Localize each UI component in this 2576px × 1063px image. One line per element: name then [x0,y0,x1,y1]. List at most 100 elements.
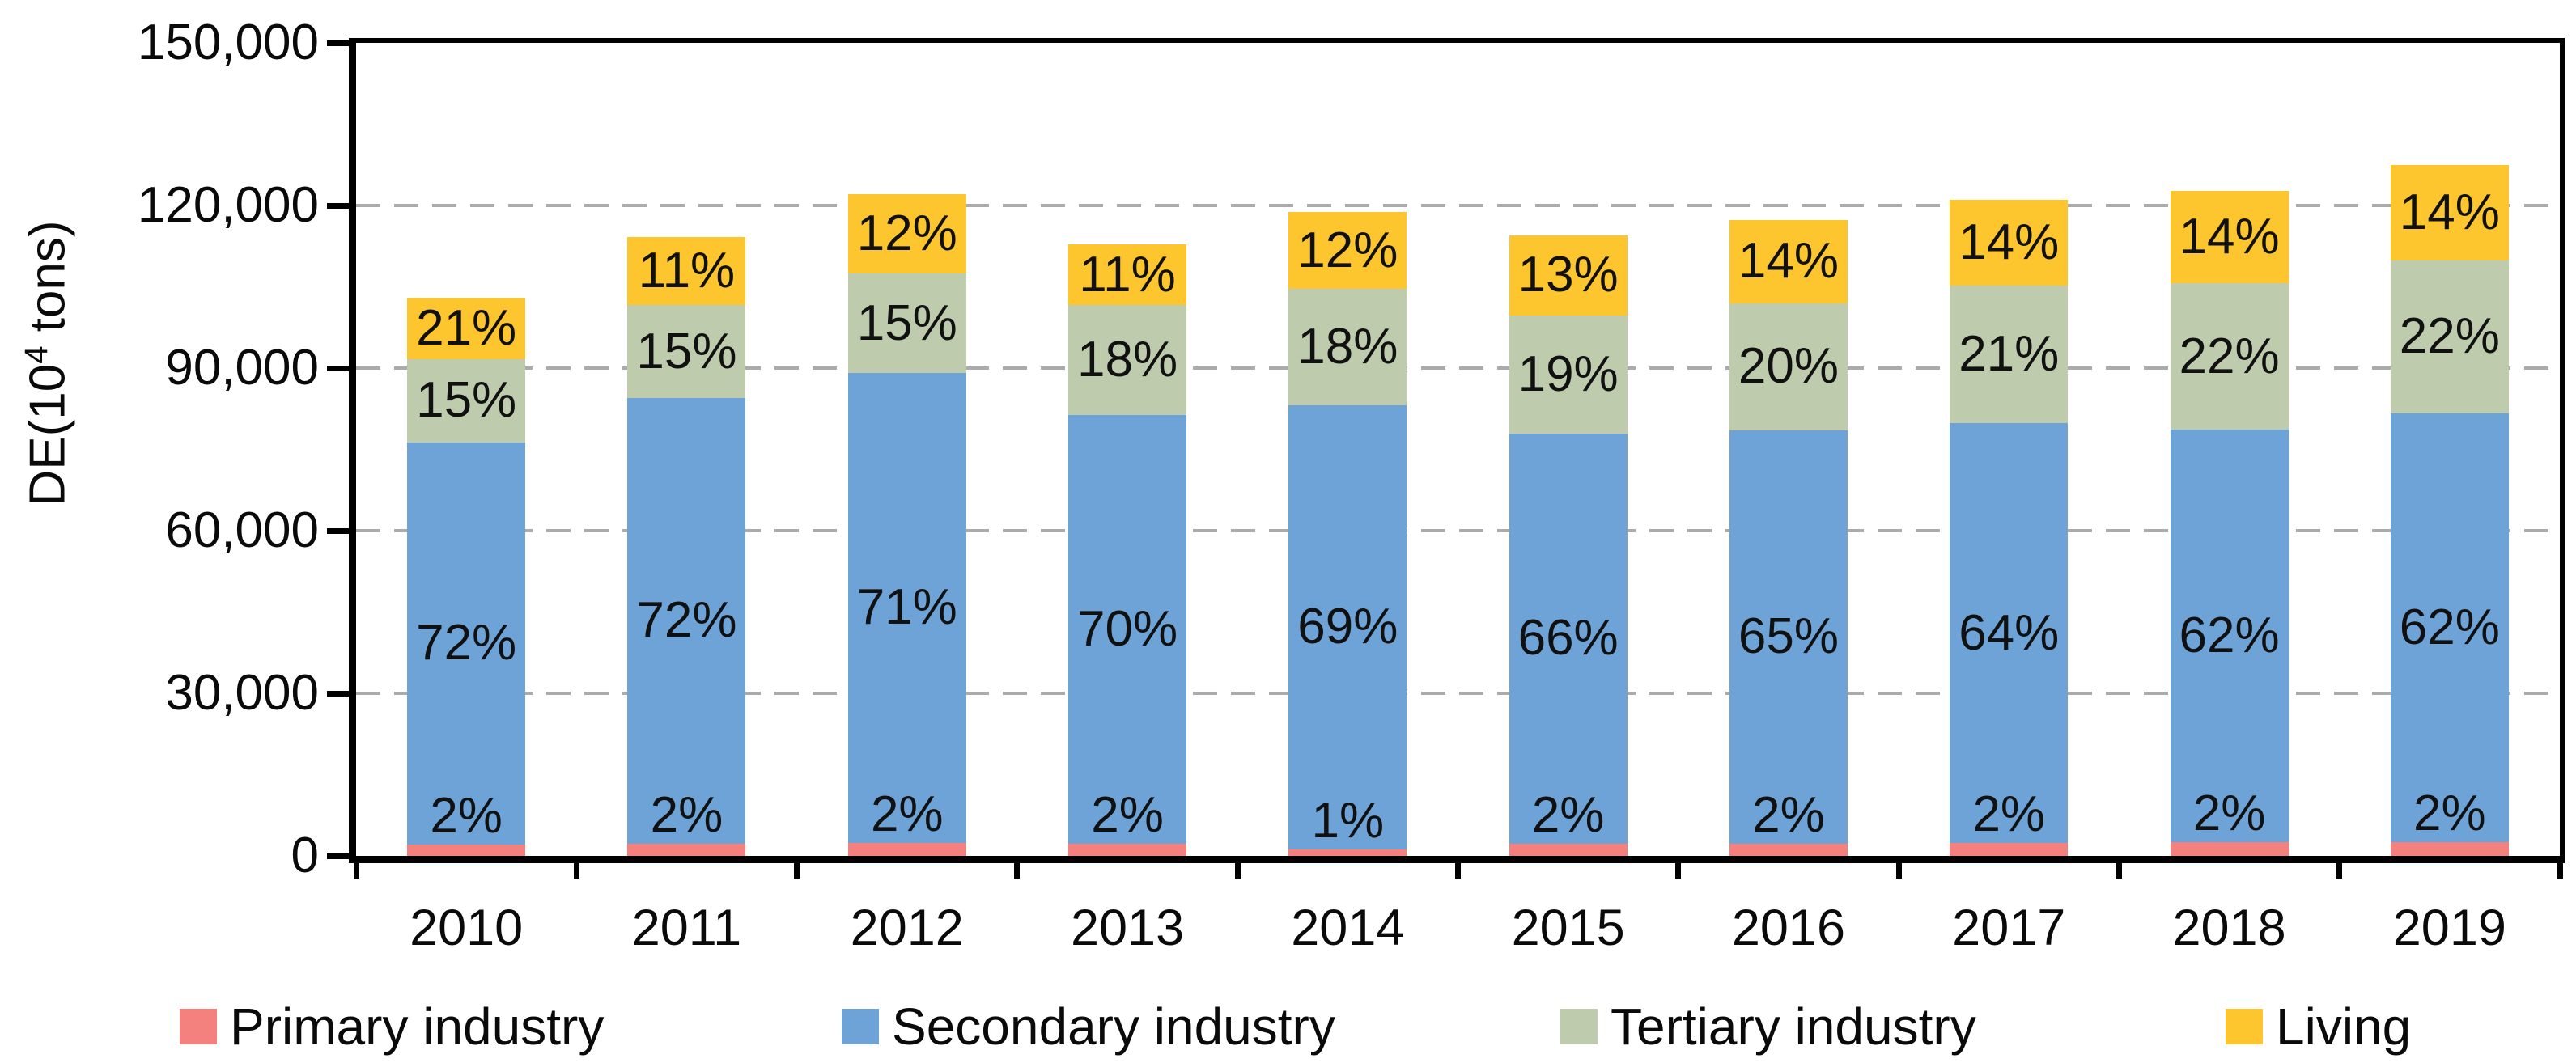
label-2016-living: 14% [1738,233,1839,290]
bar-2010-secondary-industry [407,442,526,845]
y-tick-60,000 [327,527,349,534]
legend-label-secondary-industry: Secondary industry [892,997,1335,1056]
x-tick-9 [2336,856,2343,879]
bar-2015-tertiary-industry [1509,316,1628,434]
bar-2019-secondary-industry [2390,413,2509,842]
legend-swatch-tertiary-industry [1560,1009,1598,1044]
y-tick-label-30,000: 30,000 [165,665,319,721]
legend-label-primary-industry: Primary industry [230,997,605,1056]
bar-2012-secondary-industry [847,373,966,843]
label-2011-tertiary-industry: 15% [636,323,737,379]
label-2016-primary-industry: 2% [1752,786,1825,843]
label-2017-tertiary-industry: 21% [1959,326,2060,383]
bar-2013-primary-industry [1068,843,1187,856]
bar-2013-secondary-industry [1068,415,1187,844]
label-2014-secondary-industry: 69% [1297,599,1398,655]
bar-2012-primary-industry [847,842,966,856]
x-tick-4 [1234,856,1241,879]
label-2019-living: 14% [2399,184,2500,241]
y-tick-150,000 [327,40,349,46]
legend-item-living: Living [2226,997,2412,1056]
label-2014-tertiary-industry: 18% [1297,318,1398,375]
y-tick-label-60,000: 60,000 [165,502,319,558]
y-tick-0 [327,853,349,859]
bar-2015-secondary-industry [1509,434,1628,844]
x-tick-8 [2116,856,2122,879]
label-2016-secondary-industry: 65% [1738,608,1839,665]
bar-2010-living [407,297,526,359]
label-2012-tertiary-industry: 15% [856,294,957,351]
bar-2010-tertiary-industry [407,358,526,443]
bar-2010-primary-industry [407,844,526,856]
bar-2019-primary-industry [2390,841,2509,856]
legend-swatch-primary-industry [180,1009,217,1044]
x-label-2018: 2018 [2172,900,2286,956]
y-tick-120,000 [327,202,349,209]
bar-2014-secondary-industry [1288,404,1407,849]
y-tick-label-0: 0 [291,828,319,883]
x-tick-10 [2557,856,2563,879]
x-label-2016: 2016 [1731,900,1846,956]
y-tick-label-90,000: 90,000 [165,340,319,396]
x-tick-3 [1014,856,1021,879]
gridline-120000 [356,204,2560,207]
label-2015-primary-industry: 2% [1531,786,1605,843]
x-tick-6 [1675,856,1682,879]
x-tick-5 [1455,856,1461,879]
bar-2013-living [1068,244,1187,306]
y-axis-title: DE(104 tons) [8,161,76,565]
bar-2012-tertiary-industry [847,273,966,374]
x-tick-0 [353,856,359,879]
label-2019-secondary-industry: 62% [2399,599,2500,655]
label-2010-secondary-industry: 72% [416,615,517,671]
label-2012-primary-industry: 2% [870,786,944,842]
x-label-2011: 2011 [631,900,742,956]
label-2010-tertiary-industry: 15% [416,372,517,429]
bar-2014-living [1288,212,1407,290]
label-2011-secondary-industry: 72% [636,592,737,649]
bar-2018-living [2170,190,2289,284]
label-2014-living: 12% [1297,222,1398,278]
label-2013-primary-industry: 2% [1091,786,1164,843]
bar-2018-tertiary-industry [2170,283,2289,430]
label-2018-secondary-industry: 62% [2179,608,2280,664]
label-2015-tertiary-industry: 19% [1517,346,1619,403]
x-tick-1 [573,856,579,879]
label-2018-primary-industry: 2% [2192,786,2266,842]
bar-2017-tertiary-industry [1950,286,2069,424]
label-2017-primary-industry: 2% [1972,786,2046,842]
label-2010-primary-industry: 2% [430,787,503,844]
bar-2019-tertiary-industry [2390,260,2509,413]
label-2016-tertiary-industry: 20% [1738,338,1839,395]
label-2015-living: 13% [1517,247,1619,303]
y-axis-title-suffix: tons) [19,220,76,346]
bar-2016-living [1729,220,1848,303]
label-2017-living: 14% [1959,214,2060,271]
bar-2016-secondary-industry [1729,430,1848,844]
label-2019-primary-industry: 2% [2413,785,2486,841]
label-2011-living: 11% [638,243,736,299]
label-2018-tertiary-industry: 22% [2179,328,2280,384]
label-2012-secondary-industry: 71% [856,579,957,636]
label-2013-tertiary-industry: 18% [1077,332,1178,388]
bar-2014-tertiary-industry [1288,289,1407,405]
plot-right-border [2560,38,2565,863]
legend-item-secondary-industry: Secondary industry [842,997,1335,1056]
x-label-2019: 2019 [2392,900,2506,956]
x-label-2014: 2014 [1291,900,1405,956]
bar-2013-tertiary-industry [1068,305,1187,416]
bar-2012-living [847,193,966,274]
bar-2018-primary-industry [2170,842,2289,856]
y-axis-title-superscript: 4 [19,345,54,364]
bar-2019-living [2390,164,2509,261]
bar-2015-living [1509,235,1628,316]
legend-swatch-secondary-industry [842,1009,879,1044]
plot-top-border [349,38,2565,43]
legend-label-living: Living [2276,997,2412,1056]
y-tick-90,000 [327,365,349,371]
gridline-30000 [356,692,2560,695]
label-2014-primary-industry: 1% [1311,792,1385,849]
bar-2011-tertiary-industry [627,305,746,398]
x-label-2013: 2013 [1070,900,1185,956]
